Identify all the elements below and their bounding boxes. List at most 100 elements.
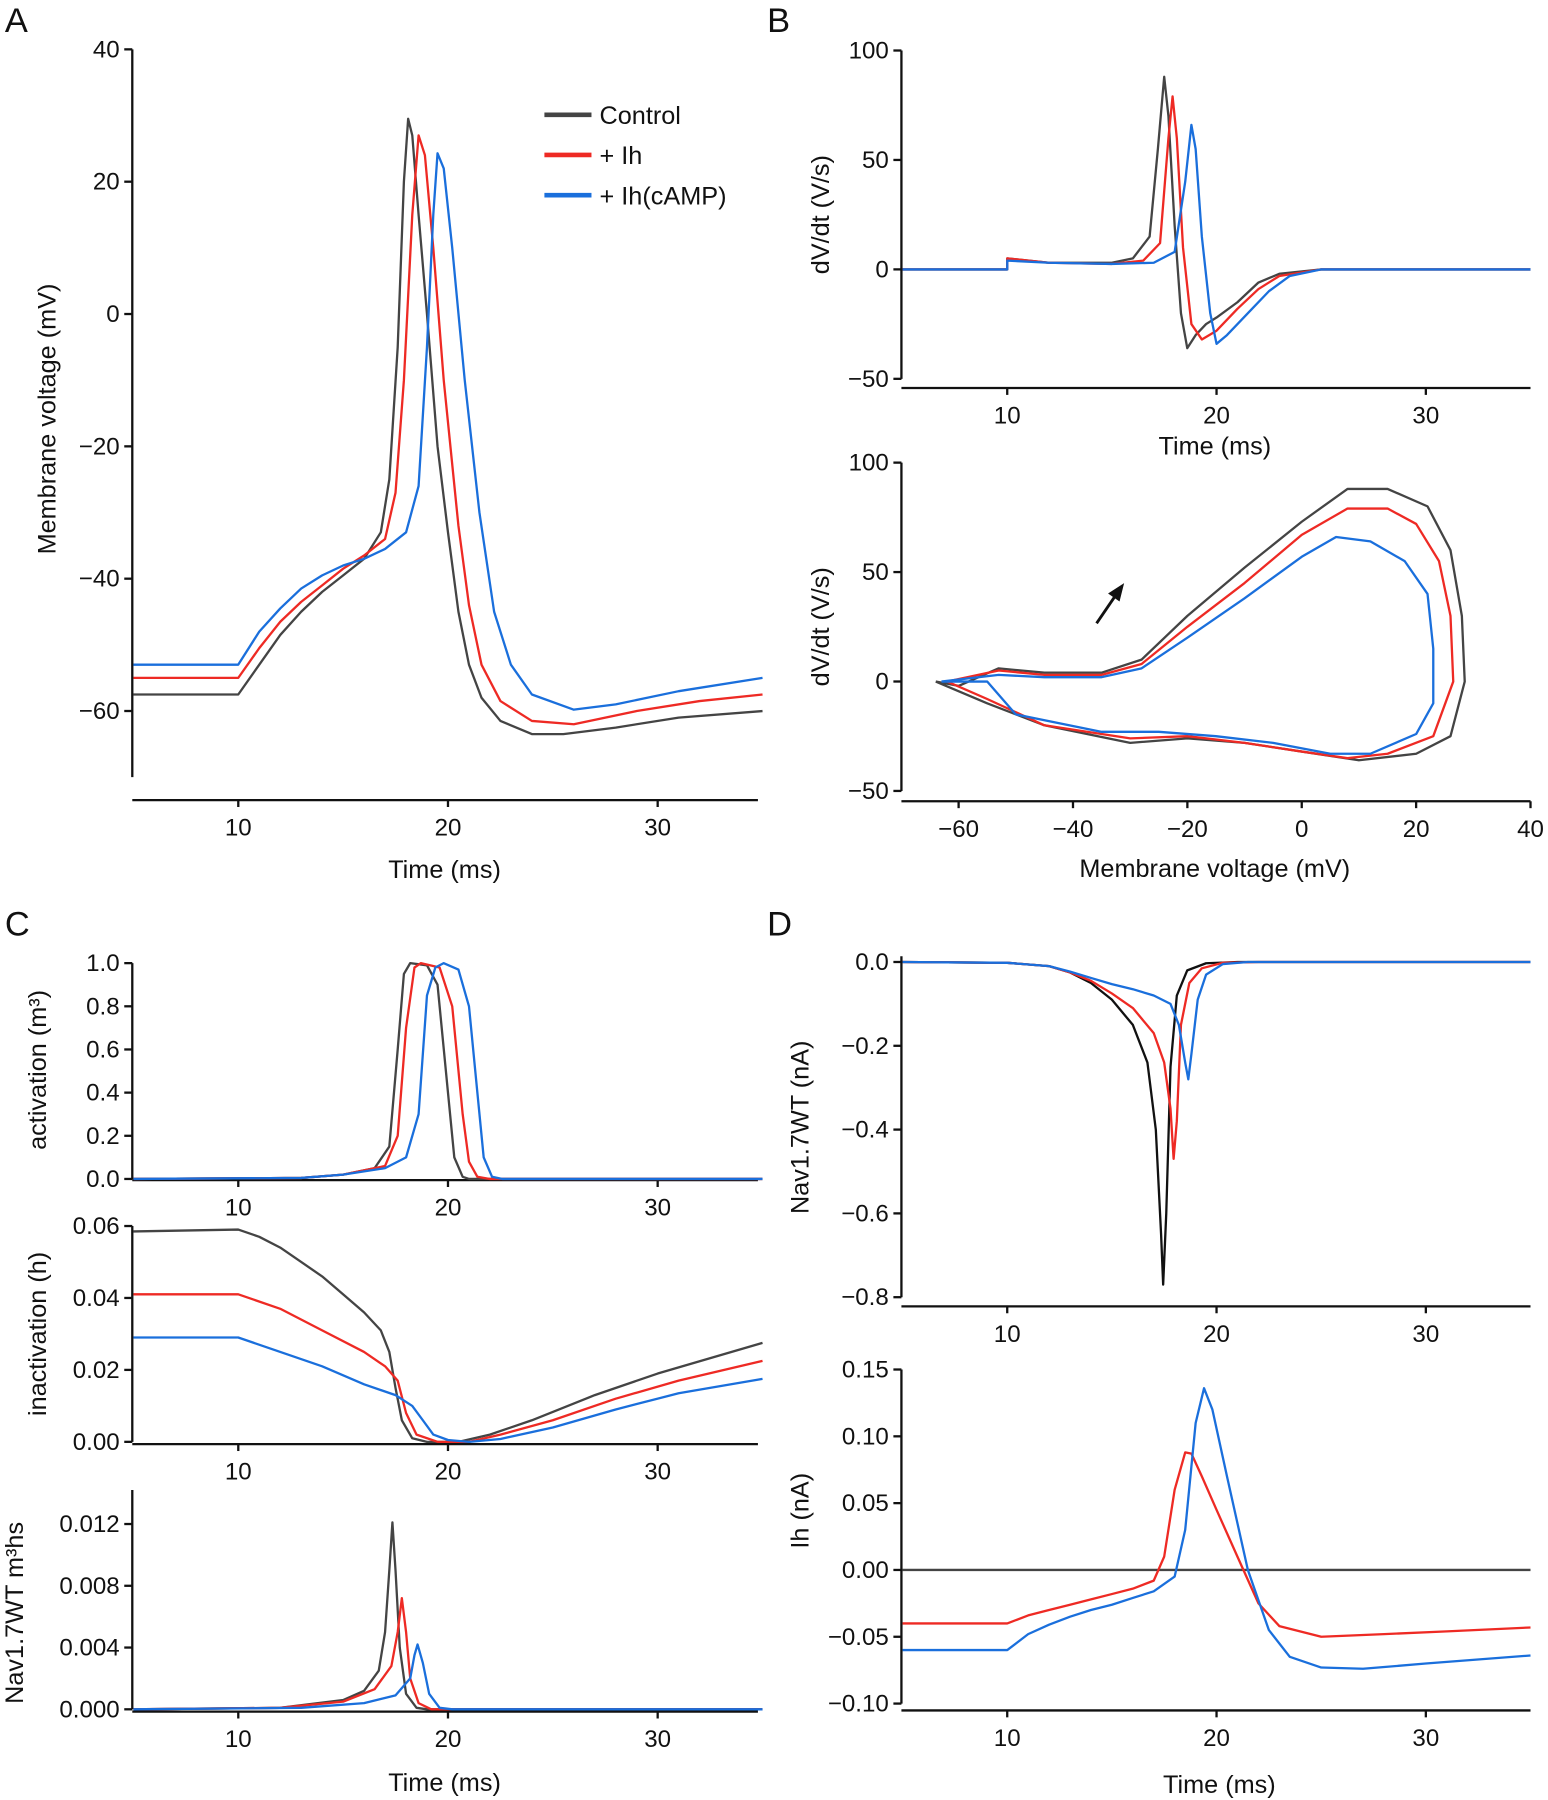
- y-tick-label: −0.2: [841, 1033, 889, 1060]
- panel-c-activation-ylabel: activation (m³): [24, 990, 52, 1150]
- series-ih: [133, 961, 763, 1181]
- y-tick-label: −0.6: [841, 1200, 889, 1227]
- arrow-head-icon: [1108, 583, 1125, 602]
- x-tick-label: 20: [1203, 403, 1230, 430]
- y-tick-label: 0.00: [73, 1429, 120, 1456]
- direction-arrow-icon: [1095, 593, 1118, 625]
- y-tick-label: −60: [79, 698, 120, 725]
- y-tick-label: 0: [106, 301, 119, 328]
- panel-c-inactivation: 0.00 0.02 0.04 0.06 10 20 30: [73, 1213, 763, 1486]
- y-tick-label: 0: [875, 669, 888, 696]
- y-tick-label: −0.05: [828, 1624, 889, 1651]
- series-control: [133, 1228, 763, 1443]
- panel-d-nav-current: −0.8 −0.6 −0.4 −0.2 0.0 10 20 30: [841, 949, 1531, 1348]
- x-tick-label: −20: [1167, 816, 1208, 843]
- y-tick-label: 0.008: [59, 1573, 119, 1600]
- series-ih-camp: [902, 123, 1531, 345]
- x-tick-label: 10: [994, 1725, 1021, 1752]
- panel-d-nav-ylabel: Nav1.7WT (nA): [786, 1041, 814, 1215]
- series-ih-camp: [133, 1336, 763, 1443]
- panel-a-xlabel: Time (ms): [388, 856, 501, 884]
- legend-label-ih-camp: + Ih(cAMP): [600, 182, 727, 210]
- y-tick-label: 0.012: [59, 1511, 119, 1538]
- x-tick-label: −60: [938, 816, 979, 843]
- panel-d-xlabel: Time (ms): [1163, 1771, 1276, 1799]
- legend-label-control: Control: [600, 102, 681, 130]
- panel-d-ih-ylabel: Ih (nA): [786, 1473, 814, 1549]
- y-tick-label: −20: [79, 433, 120, 460]
- panel-c-activation: 0.0 0.2 0.4 0.6 0.8 1.0 10 20 30: [86, 950, 763, 1222]
- panel-b-bottom: −50 0 50 100 −60 −40 −20 0 20 40: [848, 450, 1544, 843]
- panel-c-nav-product: 0.000 0.004 0.008 0.012 10 20 30: [59, 1490, 763, 1753]
- series-ih-camp: [133, 1643, 763, 1711]
- x-tick-label: 20: [435, 815, 462, 842]
- x-tick-label: 30: [1412, 1725, 1439, 1752]
- y-tick-label: 0.2: [86, 1123, 120, 1150]
- y-tick-label: 0.000: [59, 1696, 119, 1723]
- x-tick-label: 10: [225, 1459, 252, 1486]
- x-tick-label: 30: [644, 815, 671, 842]
- panel-b-top-ylabel: dV/dt (V/s): [807, 155, 835, 274]
- y-tick-label: −50: [848, 778, 889, 805]
- y-tick-label: −0.4: [841, 1117, 889, 1144]
- y-tick-label: 100: [849, 450, 889, 477]
- x-tick-label: 20: [435, 1459, 462, 1486]
- x-tick-label: 20: [435, 1195, 462, 1222]
- y-tick-label: 0.8: [86, 993, 120, 1020]
- series-ih-camp: [133, 152, 763, 711]
- y-tick-label: −50: [848, 366, 889, 393]
- series-ih: [946, 507, 1455, 760]
- series-control: [935, 487, 1466, 762]
- y-tick-label: 40: [93, 36, 120, 63]
- y-tick-label: 1.0: [86, 950, 120, 977]
- series-ih-camp: [902, 960, 1531, 1081]
- panel-a: −60 −40 −20 0 20 40 10 20 30: [79, 36, 763, 842]
- panel-c-inactivation-ylabel: inactivation (h): [24, 1252, 52, 1416]
- panel-b-bottom-xlabel: Membrane voltage (mV): [1079, 855, 1350, 883]
- series-ih-camp: [902, 1387, 1531, 1670]
- y-tick-label: 0.00: [842, 1557, 889, 1584]
- panel-d-ih-current: −0.10 −0.05 0.00 0.05 0.10 0.15 10 20 30: [828, 1357, 1531, 1752]
- x-tick-label: 20: [1403, 816, 1430, 843]
- series-control: [902, 75, 1531, 350]
- x-tick-label: 20: [435, 1726, 462, 1753]
- series-control: [902, 960, 1531, 1286]
- panel-c-xlabel: Time (ms): [388, 1769, 501, 1797]
- y-tick-label: 0.004: [59, 1635, 119, 1662]
- y-tick-label: −40: [79, 566, 120, 593]
- y-tick-label: 20: [93, 169, 120, 196]
- y-tick-label: 50: [862, 559, 889, 586]
- y-tick-label: 0.0: [855, 949, 889, 976]
- x-tick-label: 30: [644, 1459, 671, 1486]
- panel-c-nav-ylabel: Nav1.7WT m³hs: [1, 1522, 29, 1704]
- panel-letter-c: C: [5, 906, 30, 944]
- y-tick-label: 0.10: [842, 1423, 889, 1450]
- legend: Control + Ih + Ih(cAMP): [544, 102, 726, 210]
- series-ih-camp: [133, 961, 763, 1181]
- y-tick-label: 0.0: [86, 1166, 120, 1193]
- x-tick-label: 30: [1412, 403, 1439, 430]
- y-tick-label: 0.04: [73, 1285, 120, 1312]
- panel-letter-a: A: [5, 2, 28, 40]
- y-tick-label: −0.8: [841, 1284, 889, 1311]
- x-tick-label: 0: [1295, 816, 1308, 843]
- x-tick-label: 10: [225, 815, 252, 842]
- x-tick-label: 30: [644, 1195, 671, 1222]
- series-control: [133, 117, 763, 736]
- panel-b-top: −50 0 50 100 10 20 30: [848, 38, 1531, 430]
- series-control: [133, 1521, 763, 1711]
- x-tick-label: 10: [225, 1726, 252, 1753]
- x-tick-label: 10: [994, 1321, 1021, 1348]
- panel-letter-b: B: [767, 2, 790, 40]
- x-tick-label: 20: [1203, 1725, 1230, 1752]
- x-tick-label: −40: [1053, 816, 1094, 843]
- series-ih: [902, 960, 1531, 1161]
- panel-b-top-xlabel: Time (ms): [1158, 433, 1271, 461]
- series-ih: [902, 1451, 1531, 1638]
- x-tick-label: 20: [1203, 1321, 1230, 1348]
- legend-label-ih: + Ih: [600, 142, 643, 170]
- series-ih: [902, 95, 1531, 341]
- series-ih: [133, 1293, 763, 1443]
